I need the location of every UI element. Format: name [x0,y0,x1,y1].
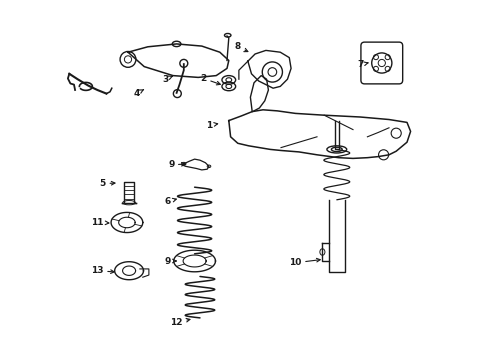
Text: 7: 7 [357,60,368,69]
Text: 13: 13 [91,266,114,275]
Text: 8: 8 [235,42,248,51]
Text: 10: 10 [289,258,320,267]
Text: 12: 12 [171,318,190,327]
Text: 2: 2 [200,74,220,85]
Text: 5: 5 [99,179,115,188]
Text: 11: 11 [91,218,109,227]
Text: 4: 4 [133,89,144,98]
Text: 3: 3 [162,75,172,84]
Text: 6: 6 [165,197,176,206]
Text: 9: 9 [168,161,185,169]
Text: 9: 9 [165,256,176,266]
Text: 1: 1 [206,121,218,130]
